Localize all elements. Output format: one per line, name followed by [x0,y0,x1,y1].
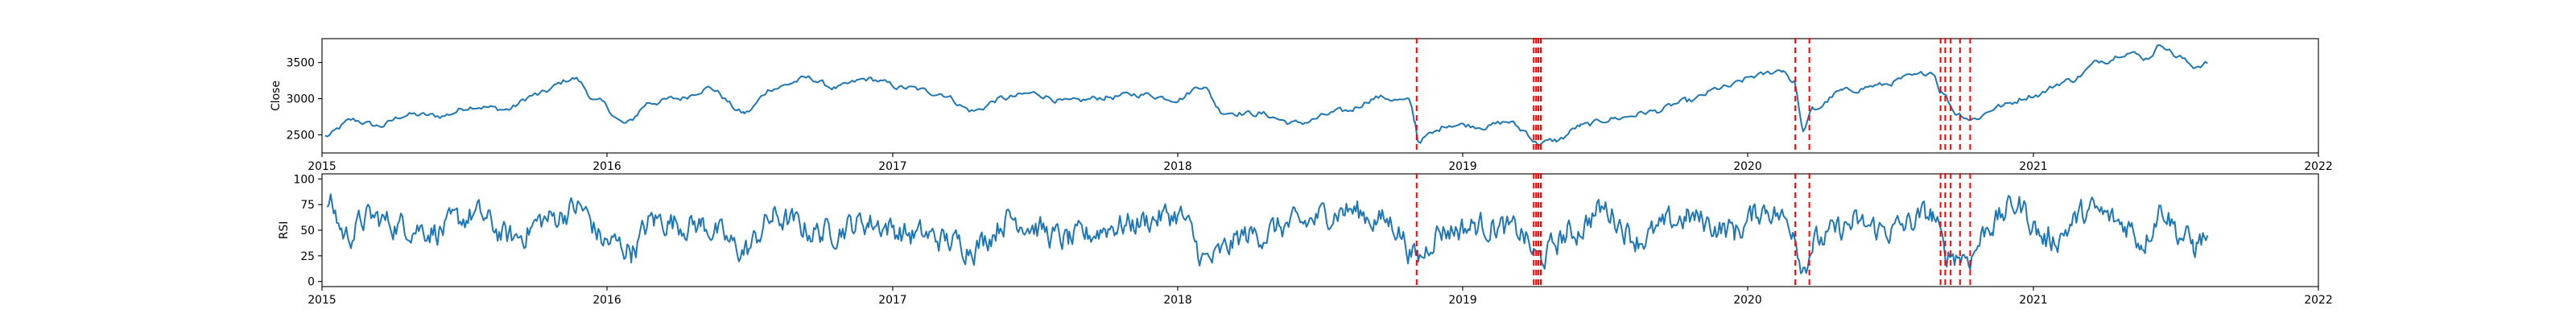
close-series-line [324,44,2208,147]
y-axis-label: RSI [278,221,291,240]
rsi-panel: 2015 2016 2017 2018 2019 2020 2021 2022 0 25 50 75 1… [278,173,2333,307]
plot-frame [321,173,2319,287]
x-tick-label: 2018 [1163,294,1191,307]
x-tick-label: 2015 [308,294,336,307]
x-tick-label: 2017 [878,294,906,307]
y-axis-label: Close [270,80,283,111]
x-tick-label: 2019 [1448,160,1476,173]
plot-frame [321,38,2319,154]
x-tick-label: 2020 [1733,294,1761,307]
close-price-panel: 2015 2016 2017 2018 2019 2020 2021 2022 2500 3000… [270,38,2333,173]
x-tick-label: 2021 [2019,160,2047,173]
x-tick-label: 2020 [1733,160,1761,173]
x-tick-label: 2016 [592,294,621,307]
x-tick-label: 2018 [1163,160,1191,173]
x-tick-label: 2022 [2304,294,2332,307]
x-tick-label: 2017 [878,160,906,173]
x-tick-label: 2015 [308,160,336,173]
x-tick-label: 2016 [592,160,621,173]
rsi-series-line [326,193,2209,275]
y-tick-label: 0 [308,276,315,289]
y-tick-label: 100 [293,173,315,186]
x-tick-label: 2021 [2019,294,2047,307]
x-tick-label: 2022 [2304,160,2332,173]
y-tick-label: 3000 [287,93,315,106]
y-tick-label: 3500 [287,57,315,70]
y-tick-label: 50 [300,225,315,237]
y-tick-label: 75 [300,199,315,212]
x-tick-label: 2019 [1448,294,1476,307]
y-tick-label: 25 [300,250,315,263]
y-tick-label: 2500 [287,130,315,142]
